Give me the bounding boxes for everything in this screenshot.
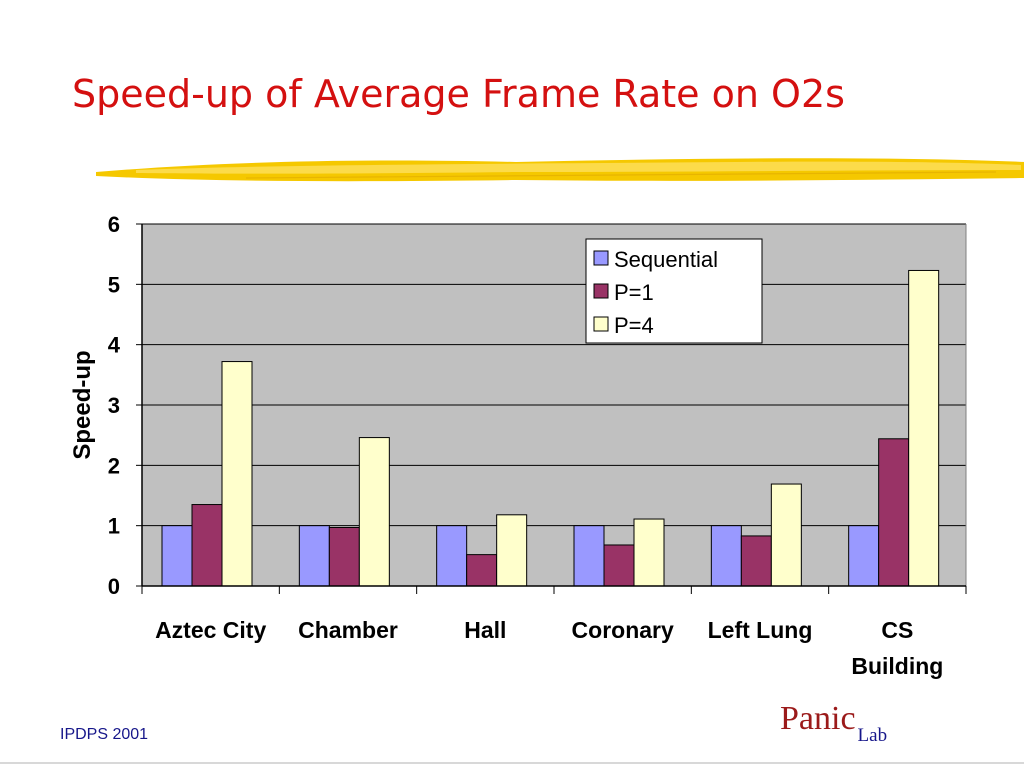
bar-sequential <box>298 525 330 587</box>
yellow-brush-stroke <box>96 158 1024 182</box>
chart-legend: Sequential P=1 P=4 <box>585 238 763 344</box>
x-category-label: Left Lung <box>708 617 813 643</box>
legend-label: P=4 <box>614 313 654 338</box>
y-tick-label: 0 <box>108 574 120 599</box>
legend-swatch <box>593 283 609 299</box>
x-category-label: Coronary <box>572 617 674 643</box>
legend-label: P=1 <box>614 280 654 305</box>
logo-sub-text: Lab <box>857 725 888 746</box>
panic-lab-logo: Panic Lab <box>780 700 887 746</box>
bar-p4 <box>633 518 665 587</box>
logo-main-text: Panic <box>780 700 856 737</box>
y-axis-label: Speed-up <box>69 350 96 459</box>
bar-p1 <box>878 438 910 587</box>
bar-sequential <box>573 525 605 587</box>
bar-p4 <box>770 483 802 587</box>
bar-p4 <box>221 361 253 587</box>
x-category-label: Chamber <box>298 617 398 643</box>
bar-sequential <box>161 525 193 587</box>
x-category-label: Aztec City <box>155 617 266 643</box>
y-tick-label: 2 <box>108 453 120 478</box>
legend-label: Sequential <box>614 247 718 272</box>
x-category-label: CS <box>881 617 913 643</box>
y-tick-label: 6 <box>108 212 120 237</box>
bar-p4 <box>908 269 940 587</box>
y-tick-label: 5 <box>108 272 120 297</box>
slide-bottom-rule <box>0 762 1024 764</box>
bar-sequential <box>436 525 468 587</box>
bar-p4 <box>496 514 528 587</box>
bar-p4 <box>358 437 390 587</box>
x-category-label: Hall <box>464 617 506 643</box>
y-tick-label: 1 <box>108 514 120 539</box>
y-tick-label: 3 <box>108 393 120 418</box>
slide-title: Speed-up of Average Frame Rate on O2s <box>72 72 845 116</box>
bar-p1 <box>328 526 360 587</box>
bar-sequential <box>710 525 742 587</box>
legend-box <box>585 238 763 344</box>
legend-swatch <box>593 316 609 332</box>
x-category-label: Building <box>851 653 943 679</box>
bar-p1 <box>603 544 635 587</box>
bar-p1 <box>466 554 498 587</box>
bar-sequential <box>848 525 880 587</box>
legend-swatch <box>593 250 609 266</box>
bar-p1 <box>740 535 772 587</box>
y-tick-label: 4 <box>108 333 121 358</box>
bar-p1 <box>191 504 223 587</box>
footer-conference-label: IPDPS 2001 <box>60 726 149 743</box>
